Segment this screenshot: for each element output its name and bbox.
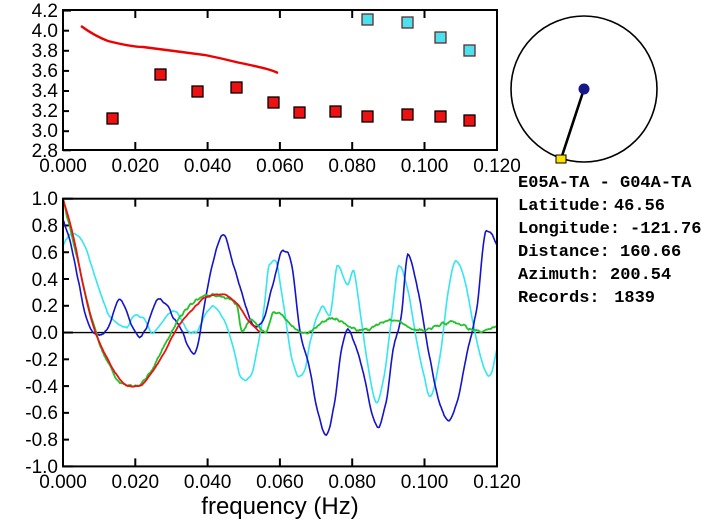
svg-text:0.100: 0.100 [401,156,449,177]
svg-text:0.120: 0.120 [473,472,521,493]
svg-text:0.120: 0.120 [473,156,521,177]
svg-text:0.060: 0.060 [256,472,304,493]
svg-text:Distance:: Distance: [518,243,610,262]
svg-text:-0.6: -0.6 [25,403,58,424]
svg-text:4.2: 4.2 [32,1,58,22]
svg-text:0.020: 0.020 [112,472,160,493]
svg-text:0.000: 0.000 [39,156,87,177]
svg-text:-0.4: -0.4 [25,377,58,398]
svg-text:0.080: 0.080 [328,472,376,493]
svg-text:3.6: 3.6 [32,61,58,82]
svg-text:0.100: 0.100 [401,472,449,493]
svg-text:Records:: Records: [518,289,600,308]
svg-text:0.040: 0.040 [184,472,232,493]
svg-text:1.0: 1.0 [32,189,58,210]
svg-text:0.060: 0.060 [256,156,304,177]
svg-text:3.4: 3.4 [32,81,59,102]
svg-text:46.56: 46.56 [614,197,665,216]
svg-text:0.000: 0.000 [39,472,87,493]
svg-text:Longitude:: Longitude: [518,220,620,239]
svg-text:200.54: 200.54 [610,266,671,285]
svg-text:0.040: 0.040 [184,156,232,177]
svg-text:frequency (Hz): frequency (Hz) [201,493,358,519]
svg-text:0.8: 0.8 [32,216,58,237]
svg-text:0.2: 0.2 [32,296,58,317]
svg-text:0.4: 0.4 [32,270,59,291]
svg-text:1839: 1839 [614,289,655,308]
svg-text:Latitude:: Latitude: [518,197,610,216]
svg-text:-0.8: -0.8 [25,430,58,451]
svg-text:-121.76: -121.76 [630,220,701,239]
svg-text:3.0: 3.0 [32,121,58,142]
svg-text:3.8: 3.8 [32,41,58,62]
svg-text:0.080: 0.080 [328,156,376,177]
svg-text:0.020: 0.020 [112,156,160,177]
svg-text:Azimuth:: Azimuth: [518,266,600,285]
svg-text:4.0: 4.0 [32,21,58,42]
svg-text:160.66: 160.66 [620,243,681,262]
svg-text:-0.2: -0.2 [25,350,58,371]
svg-text:E05A-TA - G04A-TA: E05A-TA - G04A-TA [518,174,692,193]
svg-text:3.2: 3.2 [32,101,58,122]
svg-text:0.0: 0.0 [32,323,58,344]
svg-text:0.6: 0.6 [32,243,58,264]
